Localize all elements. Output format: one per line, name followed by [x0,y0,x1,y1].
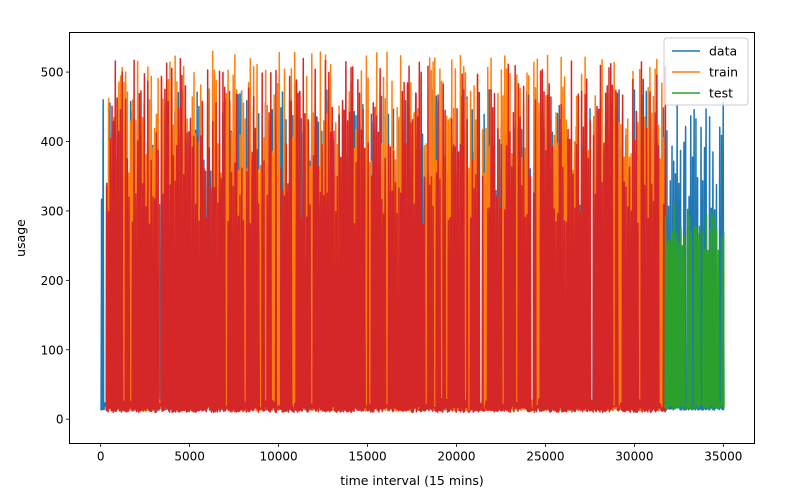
legend-label-data: data [709,44,737,59]
y-axis-label: usage [13,219,28,257]
plot-frame [69,32,755,444]
legend-box [663,37,749,106]
y-tick-label: 400 [41,135,64,149]
series-line-test [663,202,725,410]
series-line-prediction [105,57,667,413]
x-tick-label: 30000 [615,450,653,464]
legend-label-train: train [709,65,738,80]
y-tick-label: 500 [41,66,64,80]
x-tick-label: 10000 [259,450,297,464]
plot-area [100,50,725,413]
x-axis-label: time interval (15 mins) [340,473,484,488]
y-tick-label: 200 [41,274,64,288]
x-tick-label: 5000 [174,450,205,464]
x-tick-label: 25000 [526,450,564,464]
x-tick-label: 20000 [437,450,475,464]
y-axis: 0 100 200 300 400 500 [41,66,70,427]
y-tick-label: 300 [41,204,64,218]
legend: data train test [663,37,749,106]
y-tick-label: 0 [56,413,64,427]
legend-label-test: test [709,86,733,101]
y-tick-label: 100 [41,343,64,357]
x-axis: 0 5000 10000 15000 20000 25000 30000 35000 [97,443,742,464]
x-tick-label: 0 [97,450,105,464]
x-tick-label: 15000 [348,450,386,464]
x-tick-label: 35000 [704,450,742,464]
